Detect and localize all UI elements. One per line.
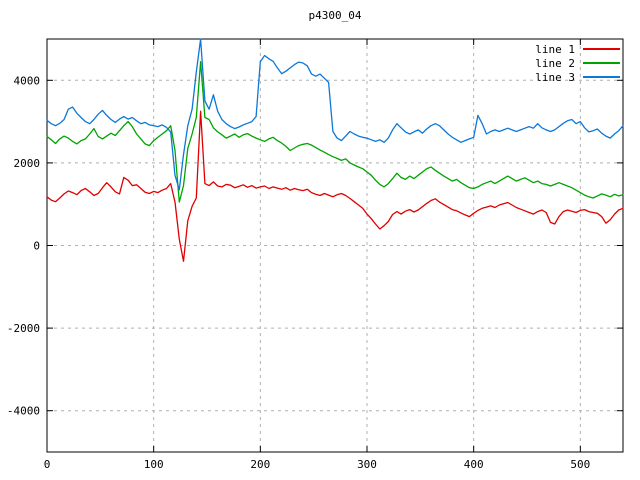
chart-title: p4300_04 [308,9,362,22]
legend-label: line 1 [535,42,575,56]
y-tick-label: -2000 [7,322,40,335]
legend-item: line 1 [535,42,620,56]
legend-line-sample [583,48,620,50]
legend: line 1 line 2 line 3 [535,42,620,84]
legend-line-sample [583,76,620,78]
y-tick-label: 4000 [14,74,41,87]
x-tick-label: 200 [250,458,270,471]
x-tick-label: 500 [570,458,590,471]
x-tick-label: 300 [357,458,377,471]
y-tick-label: -4000 [7,405,40,418]
legend-label: line 2 [535,56,575,70]
x-tick-label: 100 [144,458,164,471]
legend-label: line 3 [535,70,575,84]
x-tick-label: 0 [44,458,51,471]
legend-item: line 3 [535,70,620,84]
y-tick-label: 0 [33,240,40,253]
plot-border [46,38,624,453]
series-3-line [46,38,624,191]
y-tick-label: 2000 [14,157,41,170]
series-2-line [46,61,624,203]
legend-item: line 2 [535,56,620,70]
x-tick-label: 400 [464,458,484,471]
series-1-line [46,110,624,262]
legend-line-sample [583,62,620,64]
